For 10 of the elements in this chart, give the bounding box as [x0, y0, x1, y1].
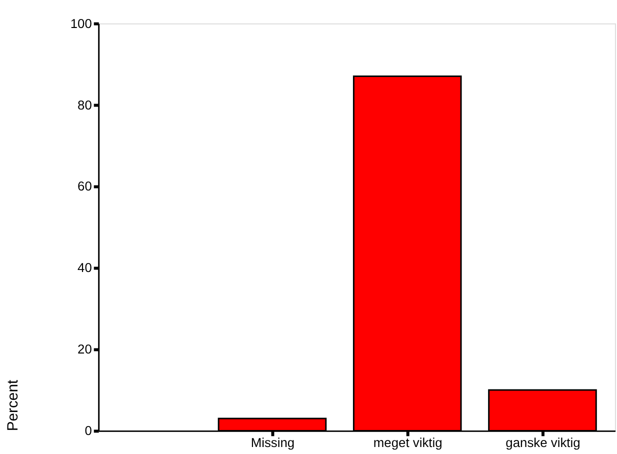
- y-tick-label: 20: [78, 342, 92, 357]
- y-tick-label: 60: [78, 178, 92, 194]
- x-tick-label: ganske viktig: [506, 435, 580, 450]
- x-tick-label: meget viktig: [373, 435, 442, 450]
- y-axis-title: Percent: [6, 379, 22, 432]
- y-tick-label: 100: [70, 16, 92, 31]
- y-tick-label: 40: [78, 260, 92, 276]
- y-tick-label: 0: [84, 423, 92, 438]
- x-tick-label: Missing: [250, 435, 295, 450]
- y-tick-label: 80: [78, 97, 92, 112]
